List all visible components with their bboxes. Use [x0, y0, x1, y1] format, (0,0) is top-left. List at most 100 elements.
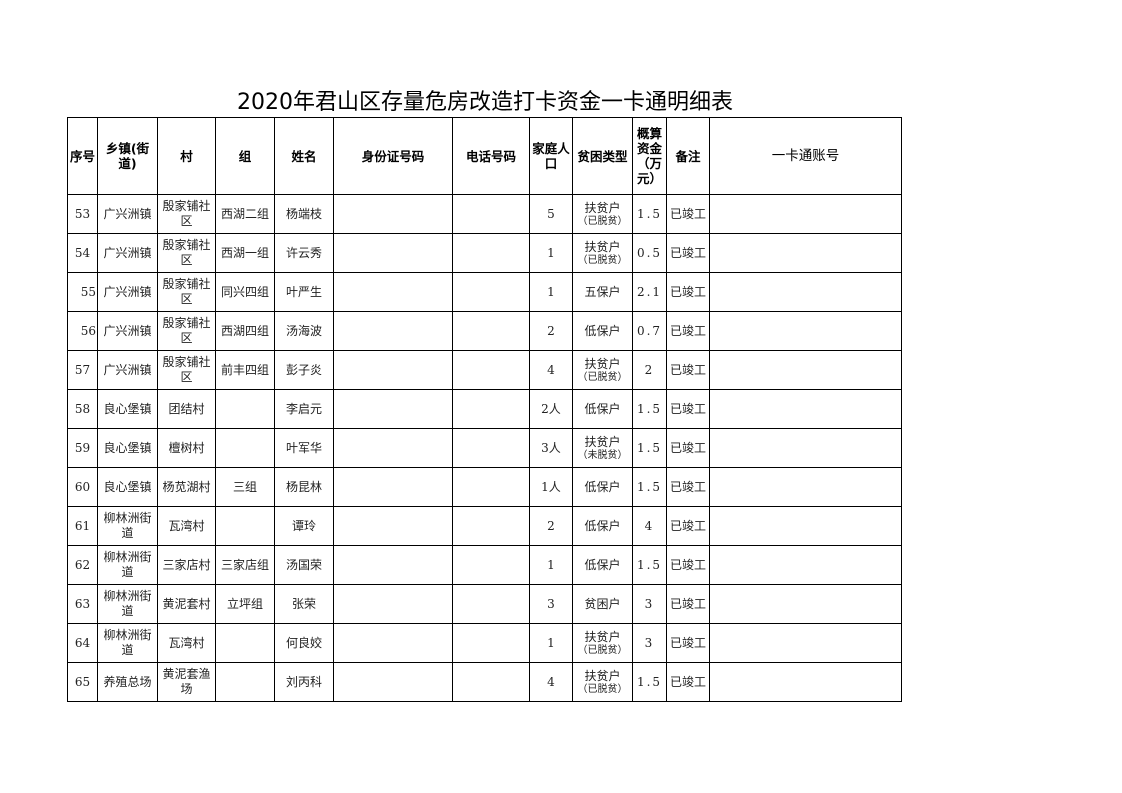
table-row: 64 柳林洲街道 瓦湾村 何良姣 1 扶贫户 （已脱贫） 3 已竣工 [67, 623, 902, 663]
card-account-cell [709, 194, 902, 234]
poverty-type: 低保户 [584, 479, 621, 494]
town-cell: 柳林洲街道 [97, 623, 158, 663]
fund-cell: 2 [632, 350, 667, 390]
phone-cell [452, 623, 530, 663]
town-cell: 广兴洲镇 [97, 194, 158, 234]
family-size-cell: 1 [529, 545, 573, 585]
fund-cell: 1.5 [632, 467, 667, 507]
family-size-cell: 4 [529, 662, 573, 702]
poverty-type-cell: 扶贫户 （已脱贫） [572, 194, 633, 234]
fund-cell: 1.5 [632, 194, 667, 234]
poverty-type-cell: 低保户 [572, 389, 633, 429]
name-cell: 汤海波 [274, 311, 334, 351]
poverty-type-cell: 低保户 [572, 467, 633, 507]
town-cell: 广兴洲镇 [97, 311, 158, 351]
card-account-cell [709, 545, 902, 585]
village-cell: 殷家铺社区 [157, 233, 216, 273]
family-size-cell: 5 [529, 194, 573, 234]
town-cell: 良心堡镇 [97, 428, 158, 468]
remark-cell: 已竣工 [666, 272, 710, 312]
town-cell: 柳林洲街道 [97, 584, 158, 624]
fund-cell: 3 [632, 584, 667, 624]
id-number-cell [333, 623, 453, 663]
poverty-type: 扶贫户 [584, 200, 621, 215]
phone-cell [452, 350, 530, 390]
id-number-cell [333, 662, 453, 702]
table-row: 65 养殖总场 黄泥套渔场 刘丙科 4 扶贫户 （已脱贫） 1.5 已竣工 [67, 662, 902, 702]
remark-cell: 已竣工 [666, 350, 710, 390]
group-cell: 三组 [215, 467, 275, 507]
poverty-type-cell: 低保户 [572, 506, 633, 546]
card-account-cell [709, 350, 902, 390]
fund-cell: 0.5 [632, 233, 667, 273]
card-account-cell [709, 233, 902, 273]
poverty-type: 低保户 [584, 557, 621, 572]
remark-cell: 已竣工 [666, 194, 710, 234]
name-cell: 叶严生 [274, 272, 334, 312]
phone-cell [452, 311, 530, 351]
poverty-type-note: （未脱贫） [577, 449, 628, 461]
name-cell: 彭子炎 [274, 350, 334, 390]
remark-cell: 已竣工 [666, 467, 710, 507]
town-cell: 广兴洲镇 [97, 233, 158, 273]
family-size-cell: 1 [529, 272, 573, 312]
town-cell: 柳林洲街道 [97, 545, 158, 585]
page-title: 2020年君山区存量危房改造打卡资金一卡通明细表 [237, 90, 733, 115]
name-cell: 谭玲 [274, 506, 334, 546]
village-cell: 杨苋湖村 [157, 467, 216, 507]
poverty-type-note: （已脱贫） [577, 215, 628, 227]
family-size-cell: 1 [529, 623, 573, 663]
group-cell: 西湖一组 [215, 233, 275, 273]
family-size-cell: 3 [529, 584, 573, 624]
col-village-header: 村 [157, 117, 216, 195]
poverty-type: 低保户 [584, 323, 621, 338]
village-cell: 三家店村 [157, 545, 216, 585]
col-family-size-header: 家庭人口 [529, 117, 573, 195]
phone-cell [452, 506, 530, 546]
phone-cell [452, 584, 530, 624]
phone-cell [452, 545, 530, 585]
seq-cell: 57 [67, 350, 98, 390]
id-number-cell [333, 389, 453, 429]
table-row: 55 广兴洲镇 殷家铺社区 同兴四组 叶严生 1 五保户 2.1 已竣工 [67, 272, 902, 312]
id-number-cell [333, 545, 453, 585]
col-group-header: 组 [215, 117, 275, 195]
village-cell: 团结村 [157, 389, 216, 429]
town-cell: 广兴洲镇 [97, 272, 158, 312]
seq-cell: 63 [67, 584, 98, 624]
phone-cell [452, 467, 530, 507]
col-card-account-header: 一卡通账号 [709, 117, 902, 195]
phone-cell [452, 389, 530, 429]
group-cell: 西湖四组 [215, 311, 275, 351]
group-cell [215, 506, 275, 546]
phone-cell [452, 233, 530, 273]
seq-cell: 54 [67, 233, 98, 273]
family-size-cell: 2 [529, 506, 573, 546]
family-size-cell: 3人 [529, 428, 573, 468]
village-cell: 殷家铺社区 [157, 311, 216, 351]
town-cell: 良心堡镇 [97, 467, 158, 507]
fund-cell: 1.5 [632, 428, 667, 468]
fund-cell: 4 [632, 506, 667, 546]
village-cell: 黄泥套村 [157, 584, 216, 624]
id-number-cell [333, 311, 453, 351]
village-cell: 檀树村 [157, 428, 216, 468]
name-cell: 许云秀 [274, 233, 334, 273]
seq-cell: 65 [67, 662, 98, 702]
village-cell: 瓦湾村 [157, 506, 216, 546]
group-cell [215, 428, 275, 468]
poverty-type-note: （已脱贫） [577, 254, 628, 266]
name-cell: 杨端枝 [274, 194, 334, 234]
poverty-type-cell: 低保户 [572, 311, 633, 351]
name-cell: 汤国荣 [274, 545, 334, 585]
fund-cell: 3 [632, 623, 667, 663]
village-cell: 瓦湾村 [157, 623, 216, 663]
group-cell [215, 389, 275, 429]
poverty-type: 扶贫户 [584, 356, 621, 371]
poverty-type-cell: 低保户 [572, 545, 633, 585]
id-number-cell [333, 233, 453, 273]
table-row: 54 广兴洲镇 殷家铺社区 西湖一组 许云秀 1 扶贫户 （已脱贫） 0.5 已竣工 [67, 233, 902, 273]
remark-cell: 已竣工 [666, 662, 710, 702]
poverty-type-cell: 扶贫户 （未脱贫） [572, 428, 633, 468]
village-cell: 殷家铺社区 [157, 350, 216, 390]
